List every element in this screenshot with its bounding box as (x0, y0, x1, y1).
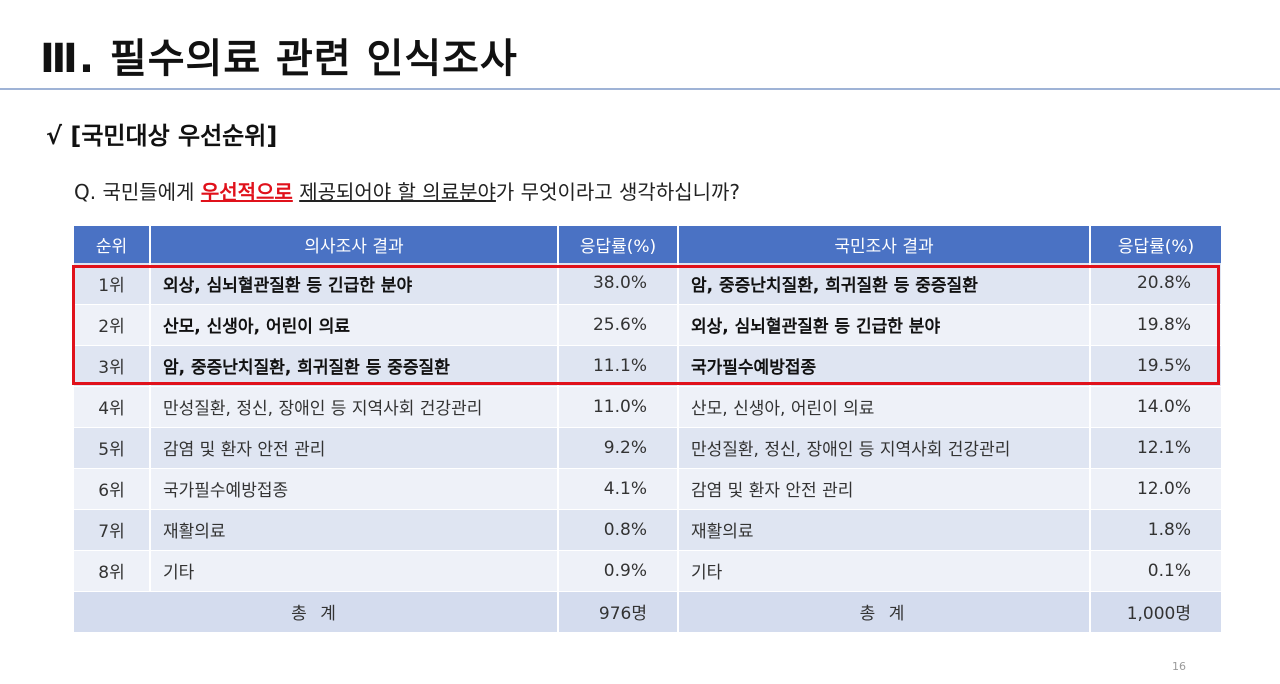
rank-cell: 8위 (74, 550, 151, 592)
doctor-item-cell: 외상, 심뇌혈관질환 등 긴급한 분야 (150, 263, 559, 305)
rank-cell: 5위 (74, 427, 151, 469)
doctor-item-cell: 산모, 신생아, 어린이 의료 (150, 304, 559, 346)
public-pct-cell: 14.0% (1090, 386, 1223, 428)
public-total-label: 총 계 (678, 591, 1091, 633)
public-item-cell: 기타 (678, 550, 1091, 592)
public-pct-cell: 0.1% (1090, 550, 1223, 592)
table-row: 5위 감염 및 환자 안전 관리 9.2% 만성질환, 정신, 장애인 등 지역… (74, 427, 1223, 469)
rank-cell: 6위 (74, 468, 151, 510)
table-header-row: 순위 의사조사 결과 응답률(%) 국민조사 결과 응답률(%) (74, 226, 1223, 263)
section-heading: √ [국민대상 우선순위] (46, 122, 278, 150)
public-item-cell: 암, 중증난치질환, 희귀질환 등 중증질환 (678, 263, 1091, 305)
public-pct-cell: 12.1% (1090, 427, 1223, 469)
public-pct-cell: 1.8% (1090, 509, 1223, 551)
header-public-result: 국민조사 결과 (678, 226, 1091, 263)
header-public-pct: 응답률(%) (1090, 226, 1223, 263)
doctor-item-cell: 암, 중증난치질환, 희귀질환 등 중증질환 (150, 345, 559, 387)
public-pct-cell: 12.0% (1090, 468, 1223, 510)
top3-highlight-box (72, 265, 1220, 385)
doctor-pct-cell: 9.2% (558, 427, 679, 469)
doctor-pct-cell: 11.0% (558, 386, 679, 428)
header-doctor-result: 의사조사 결과 (150, 226, 559, 263)
doctor-total-value: 976명 (558, 591, 679, 633)
table-row: 8위 기타 0.9% 기타 0.1% (74, 550, 1223, 592)
public-pct-cell: 19.8% (1090, 304, 1223, 346)
public-item-cell: 감염 및 환자 안전 관리 (678, 468, 1091, 510)
doctor-item-cell: 국가필수예방접종 (150, 468, 559, 510)
public-pct-cell: 19.5% (1090, 345, 1223, 387)
public-pct-cell: 20.8% (1090, 263, 1223, 305)
doctor-item-cell: 기타 (150, 550, 559, 592)
doctor-pct-cell: 38.0% (558, 263, 679, 305)
header-doctor-pct: 응답률(%) (558, 226, 679, 263)
public-item-cell: 만성질환, 정신, 장애인 등 지역사회 건강관리 (678, 427, 1091, 469)
table-row: 6위 국가필수예방접종 4.1% 감염 및 환자 안전 관리 12.0% (74, 468, 1223, 510)
doctor-pct-cell: 0.9% (558, 550, 679, 592)
doctor-pct-cell: 4.1% (558, 468, 679, 510)
public-item-cell: 외상, 심뇌혈관질환 등 긴급한 분야 (678, 304, 1091, 346)
priority-table: 순위 의사조사 결과 응답률(%) 국민조사 결과 응답률(%) 1위 외상, … (74, 226, 1223, 633)
doctor-total-label: 총 계 (74, 591, 559, 633)
doctor-item-cell: 감염 및 환자 안전 관리 (150, 427, 559, 469)
question-underlined: 제공되어야 할 의료분야 (299, 180, 496, 204)
question-suffix: 가 무엇이라고 생각하십니까? (495, 180, 741, 204)
page-title: Ⅲ. 필수의료 관련 인식조사 (40, 36, 518, 82)
total-row: 총 계 976명 총 계 1,000명 (74, 591, 1223, 633)
table-row: 1위 외상, 심뇌혈관질환 등 긴급한 분야 38.0% 암, 중증난치질환, … (74, 263, 1223, 305)
doctor-pct-cell: 25.6% (558, 304, 679, 346)
public-item-cell: 재활의료 (678, 509, 1091, 551)
rank-cell: 2위 (74, 304, 151, 346)
rank-cell: 7위 (74, 509, 151, 551)
public-item-cell: 산모, 신생아, 어린이 의료 (678, 386, 1091, 428)
doctor-item-cell: 재활의료 (150, 509, 559, 551)
table-row: 2위 산모, 신생아, 어린이 의료 25.6% 외상, 심뇌혈관질환 등 긴급… (74, 304, 1223, 346)
public-total-value: 1,000명 (1090, 591, 1223, 633)
doctor-item-cell: 만성질환, 정신, 장애인 등 지역사회 건강관리 (150, 386, 559, 428)
doctor-pct-cell: 0.8% (558, 509, 679, 551)
table-row: 7위 재활의료 0.8% 재활의료 1.8% (74, 509, 1223, 551)
header-rank: 순위 (74, 226, 151, 263)
doctor-pct-cell: 11.1% (558, 345, 679, 387)
survey-question: Q. 국민들에게 우선적으로 제공되어야 할 의료분야가 무엇이라고 생각하십니… (74, 176, 740, 205)
page-number: 16 (1172, 660, 1186, 673)
public-item-cell: 국가필수예방접종 (678, 345, 1091, 387)
title-divider (0, 88, 1280, 90)
question-prefix: Q. 국민들에게 (74, 180, 201, 204)
table-row: 3위 암, 중증난치질환, 희귀질환 등 중증질환 11.1% 국가필수예방접종… (74, 345, 1223, 387)
rank-cell: 3위 (74, 345, 151, 387)
table-row: 4위 만성질환, 정신, 장애인 등 지역사회 건강관리 11.0% 산모, 신… (74, 386, 1223, 428)
rank-cell: 1위 (74, 263, 151, 305)
rank-cell: 4위 (74, 386, 151, 428)
question-highlight: 우선적으로 (200, 180, 293, 204)
